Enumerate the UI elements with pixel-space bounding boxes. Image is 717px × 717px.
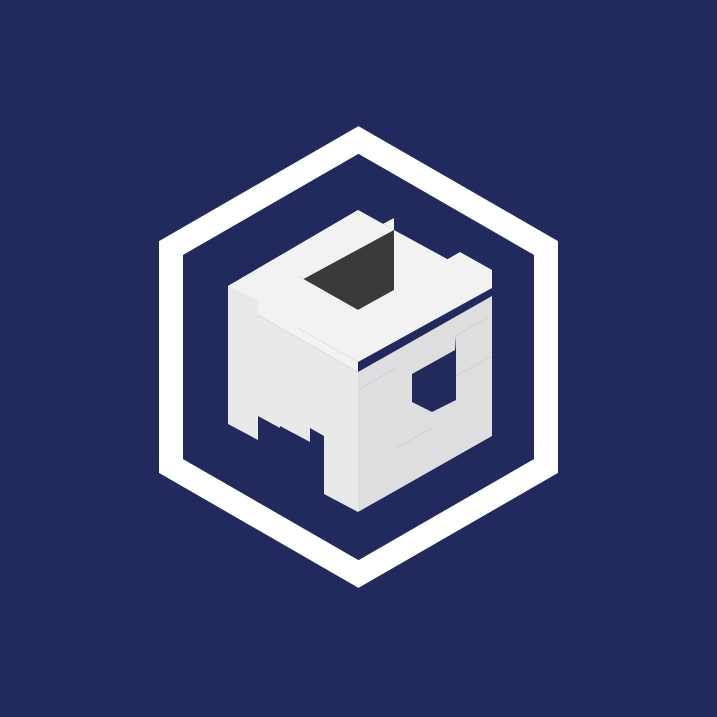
hexagon-outline <box>159 126 558 588</box>
cube-top-face-right-arm <box>298 252 492 362</box>
cube-right-face-lower <box>358 356 492 512</box>
cube-left-face <box>228 298 358 512</box>
cube-top-face-front <box>228 246 358 372</box>
cube-left-face-stem <box>228 286 258 342</box>
cube-right-face-upper-bar <box>455 316 492 376</box>
cube-right-face <box>358 296 492 448</box>
